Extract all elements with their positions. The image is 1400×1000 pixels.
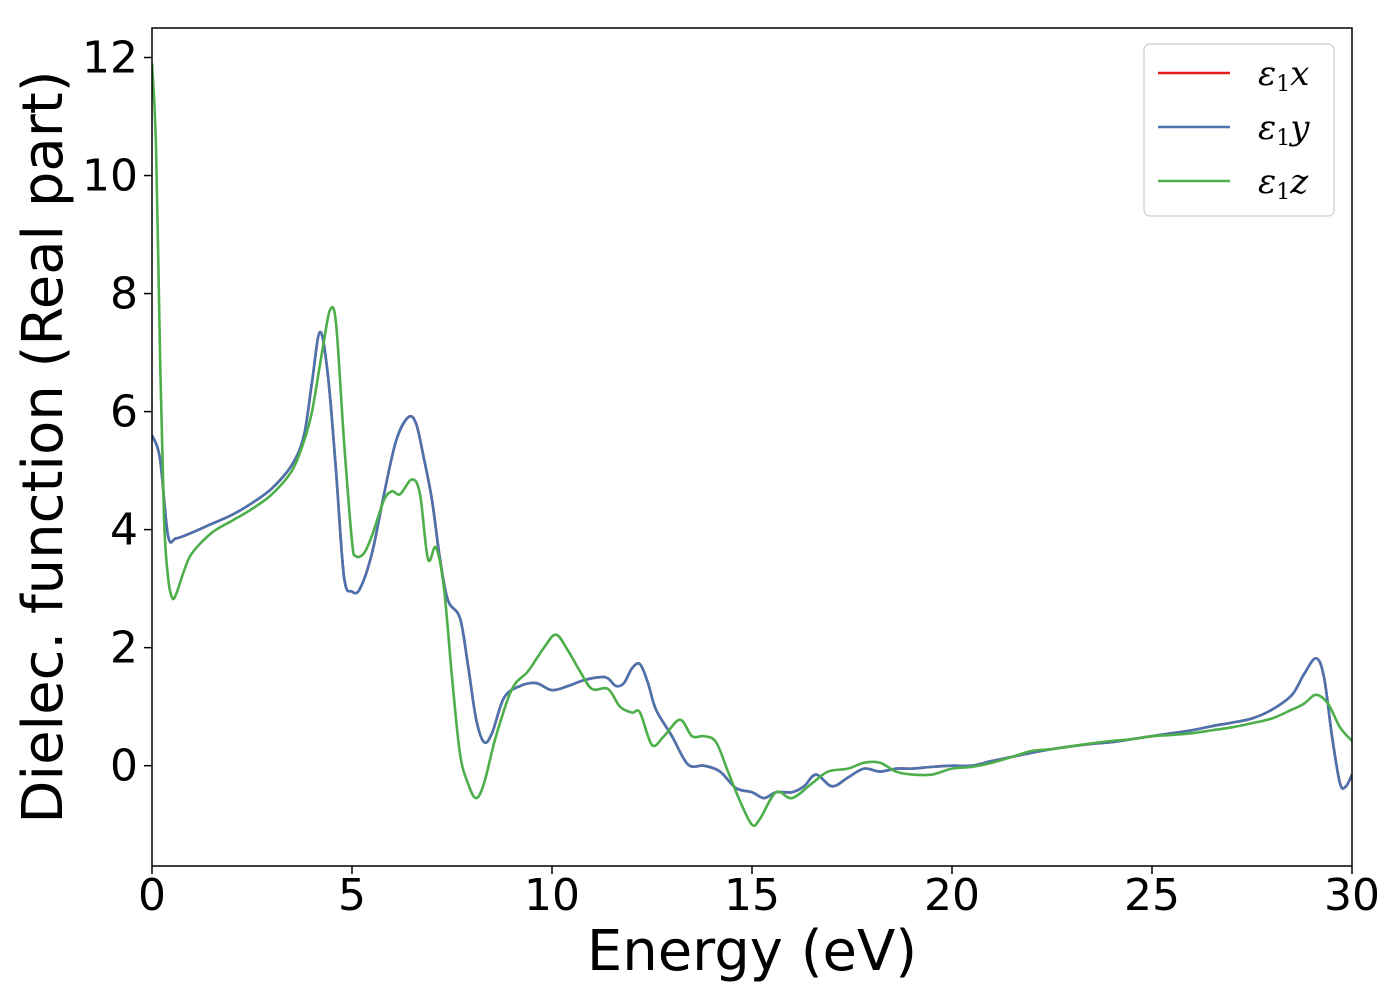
x-tick-label: 20 xyxy=(924,870,980,921)
series-line-x xyxy=(152,330,1352,800)
y-axis-label: Dielec. function (Real part) xyxy=(11,70,76,823)
x-axis-label: Energy (eV) xyxy=(587,919,917,984)
x-tick-label: 0 xyxy=(138,870,166,921)
legend-items: ε1x ε1y ε1z xyxy=(1158,54,1310,205)
y-tick-label: 6 xyxy=(110,387,138,438)
y-tick-label: 2 xyxy=(110,623,138,674)
series-line-y xyxy=(152,330,1352,800)
x-tick-label: 5 xyxy=(338,870,366,921)
series-line-z xyxy=(152,63,1352,828)
y-tick-label: 12 xyxy=(82,33,138,84)
y-tick-label: 10 xyxy=(82,151,138,202)
x-tick-label: 10 xyxy=(524,870,580,921)
y-tick-label: 8 xyxy=(110,269,138,320)
legend-label-y: ε1y xyxy=(1258,108,1310,151)
series-layer xyxy=(152,63,1352,828)
x-tick-label: 30 xyxy=(1324,870,1380,921)
x-tick-label: 15 xyxy=(724,870,780,921)
legend-box xyxy=(1143,43,1335,217)
x-tick-label: 25 xyxy=(1124,870,1180,921)
legend-label-x: ε1x xyxy=(1258,54,1309,97)
legend-label-z: ε1z xyxy=(1258,162,1309,205)
legend: ε1x ε1y ε1z xyxy=(1143,43,1335,217)
y-tick-label: 0 xyxy=(110,741,138,792)
ticks-layer: 0 5 10 15 20 25 30 0 2 4 6 8 10 12 xyxy=(82,33,1380,921)
y-tick-label: 4 xyxy=(110,505,138,556)
